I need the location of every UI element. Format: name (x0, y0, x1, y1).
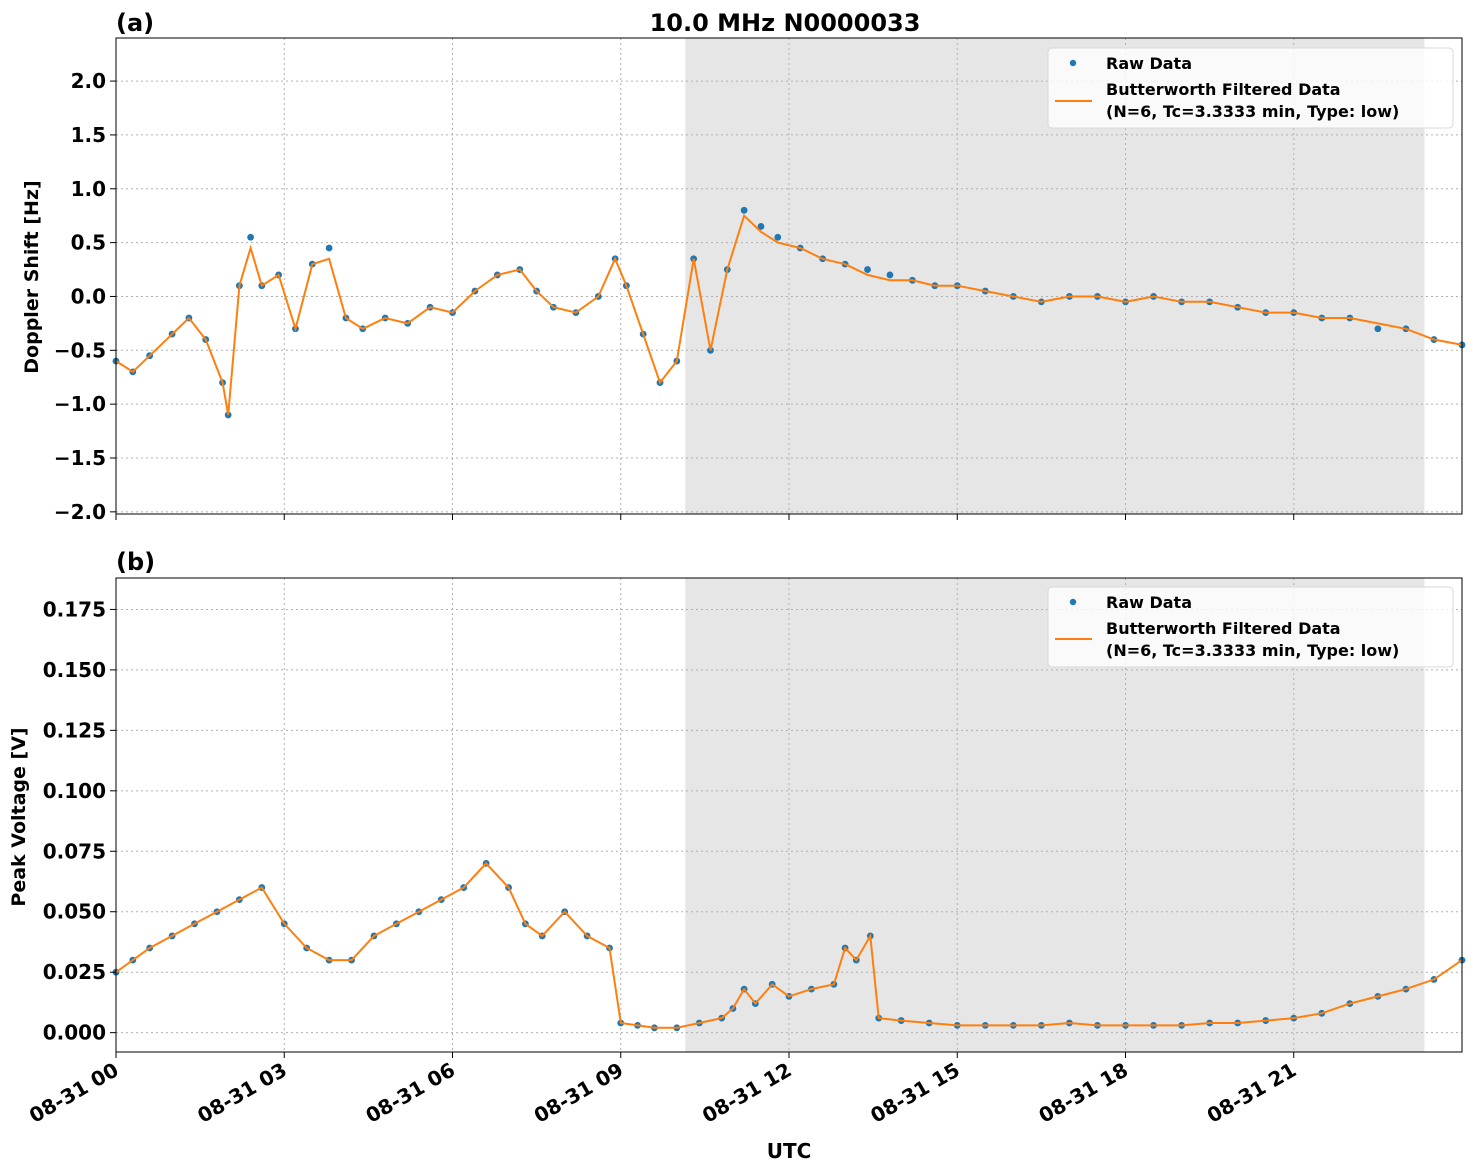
y-tick-label: 0.050 (43, 900, 106, 924)
legend-raw-label: Raw Data (1106, 593, 1192, 612)
y-tick-label: 2.0 (71, 69, 106, 93)
y-tick-label: 0.125 (43, 718, 106, 742)
panel-a-label: (a) (116, 9, 154, 37)
y-tick-label: 0.150 (43, 658, 106, 682)
x-tick-label: 08-31 18 (1034, 1058, 1132, 1128)
legend-filtered-label: Butterworth Filtered Data (1106, 619, 1341, 638)
panel-a-legend: Raw Data Butterworth Filtered Data (N=6,… (1047, 47, 1454, 129)
x-tick-label: 08-31 06 (361, 1058, 459, 1128)
filtered-line (115, 861, 1463, 1029)
x-tick-label: 08-31 09 (530, 1058, 628, 1128)
legend-box (1047, 47, 1454, 129)
legend-raw-label: Raw Data (1106, 54, 1192, 73)
y-tick-label: 0.5 (71, 231, 106, 255)
panel-a-xticks (115, 514, 1295, 520)
chart-title: 10.0 MHz N0000033 (650, 9, 921, 37)
filtered-line (115, 213, 1463, 416)
x-axis-label: UTC (767, 1139, 812, 1163)
x-tick-label: 08-31 12 (698, 1058, 796, 1128)
panel-b-ylabel: Peak Voltage [V] (8, 727, 30, 906)
y-tick-label: 1.5 (71, 123, 106, 147)
y-tick-label: −1.0 (54, 392, 106, 416)
panel-a: −2.0 −1.5 −1.0 −0.5 0.0 0.5 1.0 1.5 2.0 (a) 10.0… (21, 9, 1466, 524)
panel-a-yticks: −2.0 −1.5 −1.0 −0.5 0.0 0.5 1.0 1.5 2.0 (54, 69, 116, 524)
raw-data-point (740, 206, 748, 214)
raw-data-point (247, 233, 255, 241)
legend-filtered-label: Butterworth Filtered Data (1106, 80, 1341, 99)
x-tick-label: 08-31 03 (193, 1058, 291, 1128)
y-tick-label: −0.5 (54, 338, 106, 362)
panel-b: 0.000 0.025 0.050 0.075 0.100 0.125 0.150 0.175… (8, 548, 1466, 1058)
y-tick-label: 0.000 (43, 1021, 106, 1045)
y-tick-label: −2.0 (54, 500, 106, 524)
raw-data-point (864, 266, 871, 273)
raw-data-point (757, 223, 765, 230)
x-tick-labels: 08-31 00 08-31 03 08-31 06 08-31 09 08-31 12… (25, 1058, 1300, 1128)
x-tick-label: 08-31 00 (25, 1058, 123, 1128)
legend-box (1047, 586, 1454, 668)
y-tick-label: 0.175 (43, 597, 106, 621)
panel-b-marks (112, 859, 1466, 1032)
raw-data-point (774, 233, 782, 241)
panel-a-ylabel: Doppler Shift [Hz] (21, 180, 43, 373)
x-tick-label: 08-31 15 (866, 1058, 964, 1128)
y-tick-label: −1.5 (54, 446, 106, 470)
panel-b-xticks (115, 1052, 1295, 1058)
panel-b-label: (b) (116, 548, 155, 576)
y-tick-label: 0.075 (43, 839, 106, 863)
raw-data-point (886, 271, 894, 279)
y-tick-label: 0.025 (43, 960, 106, 984)
y-tick-label: 1.0 (71, 177, 106, 201)
raw-data-point (325, 244, 333, 252)
panel-b-legend: Raw Data Butterworth Filtered Data (N=6,… (1047, 586, 1454, 668)
panel-a-marks (112, 206, 1466, 419)
legend-filtered-params: (N=6, Tc=3.3333 min, Type: low) (1106, 641, 1399, 660)
panel-b-yticks: 0.000 0.025 0.050 0.075 0.100 0.125 0.150 0.175 (43, 597, 116, 1045)
y-tick-label: 0.0 (71, 284, 106, 308)
raw-data-point (1374, 325, 1382, 333)
legend-raw-marker (1069, 598, 1077, 606)
x-tick-label: 08-31 21 (1203, 1058, 1301, 1128)
legend-filtered-params: (N=6, Tc=3.3333 min, Type: low) (1106, 102, 1399, 121)
legend-raw-marker (1069, 59, 1077, 67)
y-tick-label: 0.100 (43, 779, 106, 803)
